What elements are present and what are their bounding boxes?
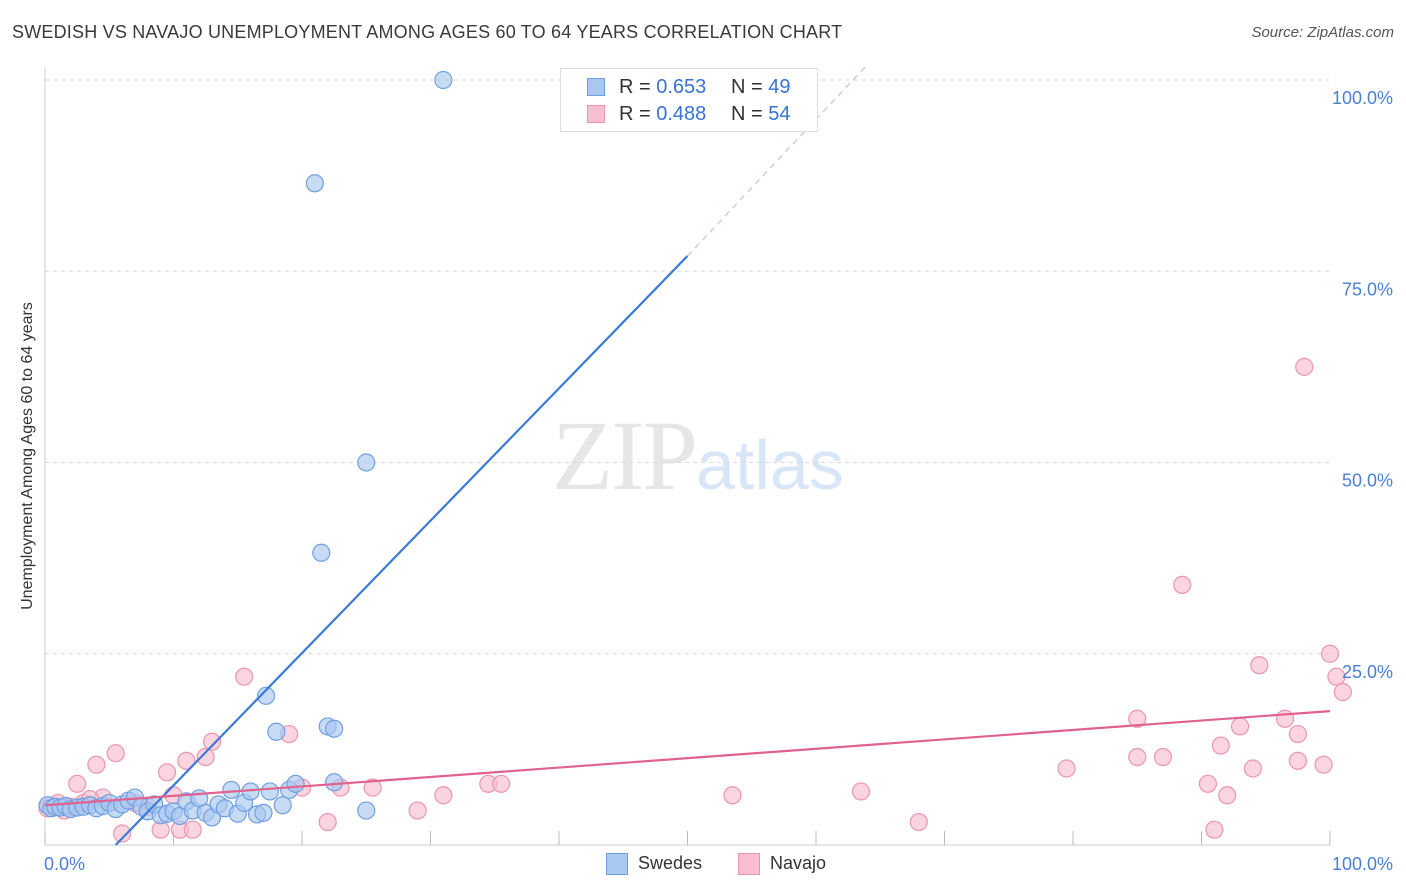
- navajo-point: [1327, 667, 1346, 686]
- swedes-point: [357, 801, 376, 820]
- axis-layer: [44, 68, 1331, 846]
- navajo-point: [1320, 644, 1340, 663]
- swedes-point: [305, 174, 324, 193]
- navajo-point: [87, 755, 106, 774]
- swedes-point: [325, 719, 344, 738]
- watermark-zip: ZIP: [552, 400, 698, 511]
- navajo-point: [723, 786, 742, 805]
- swedes-point: [357, 453, 376, 472]
- navajo-point: [1205, 820, 1224, 839]
- swedes-point: [254, 803, 273, 822]
- y-tick-label-25: 25.0%: [1342, 662, 1393, 682]
- legend-label-navajo: Navajo: [770, 853, 827, 873]
- navajo-point: [1295, 357, 1314, 376]
- navajo-point: [1333, 682, 1352, 702]
- chart-title: SWEDISH VS NAVAJO UNEMPLOYMENT AMONG AGE…: [12, 22, 843, 42]
- swedes-point: [286, 774, 305, 793]
- navajo-point: [492, 774, 511, 793]
- swedes-point: [222, 780, 241, 800]
- navajo-point: [1250, 656, 1269, 675]
- navajo-point: [1314, 755, 1333, 774]
- swedes-trend-line: [114, 255, 689, 846]
- legend-row-navajo: R = 0.488 N = 54: [561, 101, 817, 129]
- navajo-point: [851, 782, 871, 801]
- navajo-point: [1198, 774, 1218, 793]
- navajo-point: [1218, 786, 1237, 805]
- y-tick-label-100: 100.0%: [1332, 88, 1393, 108]
- navajo-point: [408, 801, 427, 820]
- navajo-points: [38, 357, 1352, 843]
- navajo-point: [106, 744, 125, 763]
- navajo-point: [183, 820, 202, 839]
- navajo-point: [1230, 717, 1250, 736]
- series-legend: Swedes Navajo: [0, 852, 1406, 880]
- y-tick-label-50: 50.0%: [1342, 471, 1393, 491]
- legend-label-swedes: Swedes: [638, 853, 703, 873]
- source-credit: Source: ZipAtlas.com: [1251, 24, 1394, 41]
- navajo-point: [1243, 759, 1263, 778]
- navajo-point: [202, 732, 222, 751]
- navajo-point: [1173, 575, 1192, 595]
- swedes-point: [267, 722, 286, 741]
- legend-swatch-navajo-bottom: [738, 853, 760, 875]
- navajo-point: [363, 778, 382, 797]
- navajo-point: [1057, 759, 1076, 778]
- y-tick-label-75: 75.0%: [1342, 279, 1393, 299]
- watermark-atlas: atlas: [696, 426, 844, 504]
- swedes-point: [325, 773, 344, 792]
- legend-r-navajo: R = 0.488: [619, 103, 707, 125]
- swedes-point: [273, 796, 292, 815]
- navajo-point: [434, 786, 453, 805]
- navajo-point: [1288, 724, 1307, 744]
- navajo-point: [1128, 709, 1147, 728]
- swedes-point: [260, 782, 279, 801]
- tick-labels: 25.0% 50.0% 75.0% 100.0% 0.0% 100.0%: [44, 88, 1393, 874]
- legend-row-swedes: R = 0.653 N = 49: [561, 74, 817, 102]
- legend-n-navajo: N = 54: [731, 103, 791, 125]
- navajo-trend-line: [44, 710, 1331, 807]
- legend-n-swedes: N = 49: [731, 76, 791, 98]
- navajo-point: [1288, 751, 1307, 770]
- legend-swatch-navajo: [587, 105, 605, 123]
- legend-r-swedes: R = 0.653: [619, 76, 707, 98]
- trend-lines: [44, 64, 1331, 846]
- swedes-point: [256, 686, 276, 705]
- navajo-point: [1211, 736, 1230, 755]
- grid-layer: [45, 79, 1330, 655]
- navajo-point: [112, 824, 132, 843]
- x-tick-label-100: 100.0%: [1332, 854, 1393, 874]
- navajo-point: [177, 751, 196, 770]
- navajo-point: [1128, 747, 1147, 767]
- navajo-point: [318, 812, 337, 832]
- swedes-point: [434, 70, 453, 90]
- navajo-point: [68, 774, 87, 793]
- navajo-point: [1275, 709, 1295, 728]
- navajo-point: [909, 812, 928, 832]
- legend-swatch-swedes: [587, 78, 605, 96]
- navajo-point: [235, 667, 254, 686]
- x-tick-label-0: 0.0%: [44, 854, 85, 874]
- correlation-legend: R = 0.653 N = 49 R = 0.488 N = 54: [560, 68, 818, 132]
- navajo-point: [1153, 747, 1173, 767]
- watermark: ZIPatlas: [552, 398, 844, 513]
- swedes-point: [312, 543, 331, 562]
- navajo-point: [196, 747, 215, 767]
- navajo-point: [157, 763, 177, 782]
- legend-swatch-swedes-bottom: [606, 853, 628, 875]
